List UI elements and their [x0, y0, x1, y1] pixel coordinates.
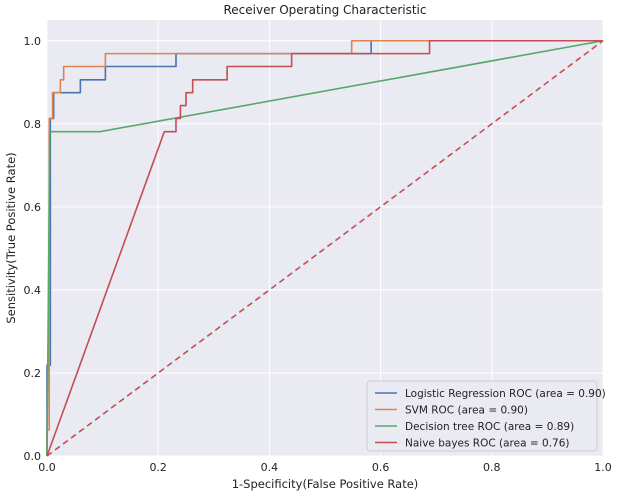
- y-tick-label: 0.6: [24, 201, 42, 214]
- legend-label-3: Decision tree ROC (area = 0.89): [405, 421, 574, 433]
- y-axis-label: Sensitivity(True Positive Rate): [4, 152, 18, 323]
- x-tick-label: 0.8: [483, 461, 501, 474]
- y-axis-ticks: 0.0 0.2 0.4 0.6 0.8 1.0: [24, 35, 42, 463]
- legend-label-4: Naive bayes ROC (area = 0.76): [405, 438, 570, 450]
- legend-label-1: Logistic Regression ROC (area = 0.90): [405, 388, 606, 400]
- series-lines: [46, 39, 604, 457]
- grid-lines: [46, 20, 604, 457]
- y-tick-label: 0.4: [24, 284, 42, 297]
- series-line-2: [46, 39, 603, 456]
- y-tick-label: 1.0: [24, 35, 42, 48]
- series-line-3: [46, 39, 604, 457]
- x-tick-label: 0.6: [372, 461, 390, 474]
- x-tick-label: 0.4: [261, 461, 279, 474]
- legend-label-2: SVM ROC (area = 0.90): [405, 405, 528, 417]
- reference-diagonal-line: [46, 40, 604, 457]
- y-tick-label: 0.0: [24, 450, 42, 463]
- x-axis-ticks: 0.0 0.2 0.4 0.6 0.8 1.0: [38, 461, 612, 474]
- x-tick-label: 0.0: [38, 461, 56, 474]
- x-axis-label: 1-Specificity(False Positive Rate): [232, 477, 419, 491]
- series-line-4: [46, 39, 603, 457]
- x-tick-label: 0.2: [149, 461, 167, 474]
- legend: Logistic Regression ROC (area = 0.90) SVM…: [366, 380, 606, 452]
- legend-box: [366, 380, 598, 452]
- y-tick-label: 0.2: [24, 367, 42, 380]
- y-tick-label: 0.8: [24, 118, 42, 131]
- x-tick-label: 1.0: [594, 461, 612, 474]
- chart-title: Receiver Operating Characteristic: [223, 3, 426, 17]
